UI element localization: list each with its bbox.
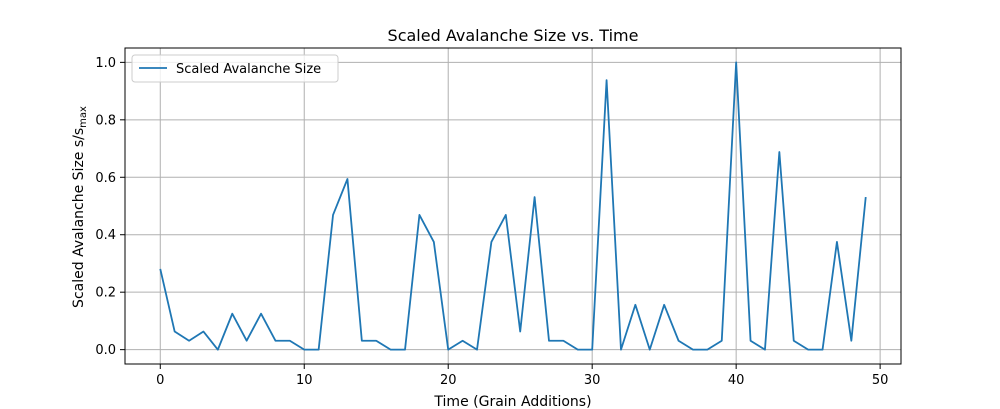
x-axis-title: Time (Grain Additions) xyxy=(433,394,591,409)
x-tick-label: 30 xyxy=(584,373,601,388)
y-axis-ticks: 0.0 0.2 0.4 0.6 0.8 1.0 xyxy=(95,56,125,358)
x-tick-label: 50 xyxy=(872,373,889,388)
y-axis-title-main: Scaled Avalanche Size s/s xyxy=(71,128,87,308)
y-tick-label: 0.4 xyxy=(95,228,116,243)
series-line-scaled-avalanche-size xyxy=(159,61,867,351)
x-tick-label: 40 xyxy=(728,373,745,388)
y-tick-label: 1.0 xyxy=(95,56,116,71)
legend-label: Scaled Avalanche Size xyxy=(176,62,321,77)
grid-lines xyxy=(125,48,901,364)
x-tick-label: 20 xyxy=(440,373,457,388)
plot-area-frame xyxy=(124,47,902,365)
chart-title: Scaled Avalanche Size vs. Time xyxy=(388,26,639,45)
y-axis-title: Scaled Avalanche Size s/smax xyxy=(71,106,89,308)
y-tick-label: 0.0 xyxy=(95,343,116,358)
y-tick-label: 0.8 xyxy=(95,113,116,128)
legend-box xyxy=(131,54,339,83)
x-tick-label: 0 xyxy=(156,373,164,388)
x-axis-ticks: 0 10 20 30 40 50 xyxy=(156,364,888,388)
y-tick-label: 0.2 xyxy=(95,286,116,301)
legend: Scaled Avalanche Size xyxy=(131,54,339,83)
x-tick-label: 10 xyxy=(296,373,313,388)
y-axis-title-subscript: max xyxy=(78,106,89,128)
y-tick-label: 0.6 xyxy=(95,171,116,186)
